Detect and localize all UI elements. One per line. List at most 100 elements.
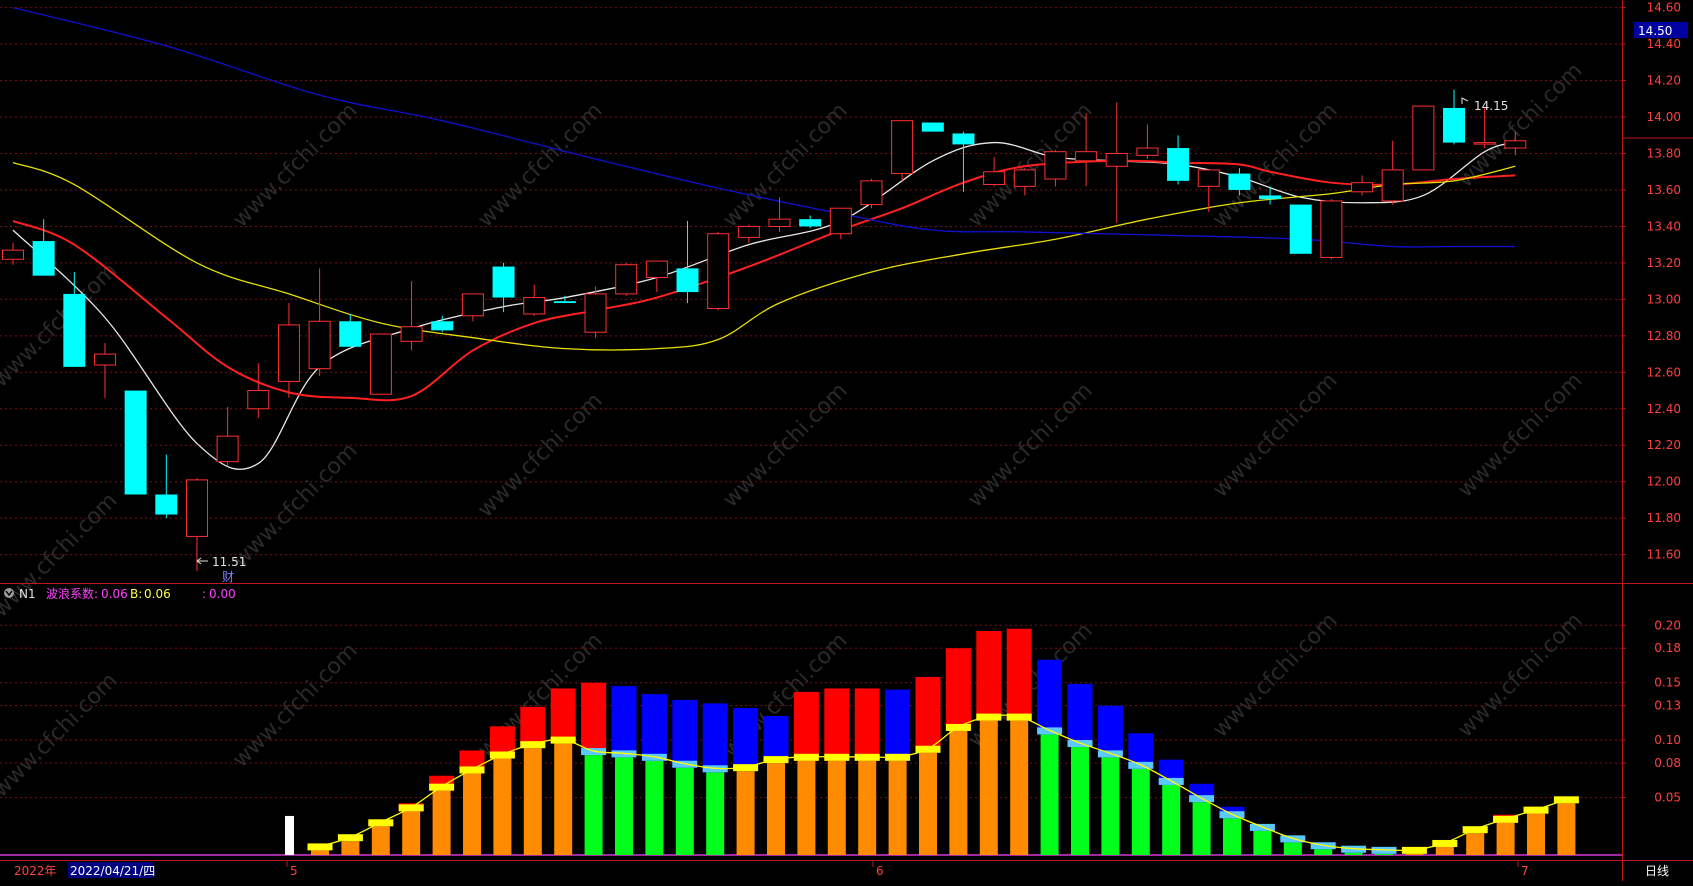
moving-average-line: [12, 162, 1516, 351]
candlestick[interactable]: [1351, 175, 1374, 196]
indicator-bar[interactable]: [702, 703, 728, 855]
indicator-bar[interactable]: [307, 843, 333, 855]
time-axis[interactable]: 2022年 2022/04/21/四 5 6 7 日线: [14, 861, 1669, 878]
indicator-bar[interactable]: [915, 676, 941, 855]
candlestick[interactable]: [277, 303, 300, 398]
period-label[interactable]: 日线: [1645, 864, 1669, 878]
indicator-bar[interactable]: [1097, 705, 1123, 855]
indicator-bar[interactable]: [1493, 814, 1519, 855]
candlestick[interactable]: [768, 197, 791, 232]
candlestick[interactable]: [1105, 102, 1128, 223]
indicator-bar[interactable]: [581, 682, 607, 855]
candlestick[interactable]: [737, 224, 760, 243]
time-axis-label[interactable]: 2022年: [14, 864, 57, 878]
candlestick[interactable]: [1136, 124, 1159, 159]
candlestick[interactable]: [983, 157, 1006, 187]
candlestick[interactable]: [93, 343, 116, 398]
indicator-bar[interactable]: [885, 689, 911, 855]
candlestick[interactable]: [431, 315, 454, 333]
time-axis-label[interactable]: 6: [876, 864, 884, 878]
indicator-bar[interactable]: [1249, 823, 1275, 855]
candlestick[interactable]: [369, 333, 392, 395]
candlestick[interactable]: [1473, 107, 1496, 149]
candlestick[interactable]: [461, 293, 484, 322]
candlestick[interactable]: [2, 242, 24, 265]
indicator-bar[interactable]: [1371, 846, 1397, 855]
indicator-bar[interactable]: [945, 648, 971, 855]
candlestick[interactable]: [707, 231, 730, 311]
indicator-bar[interactable]: [1189, 783, 1215, 855]
candlestick[interactable]: [63, 272, 86, 367]
indicator-bar[interactable]: [1128, 733, 1154, 855]
candlestick[interactable]: [124, 390, 147, 495]
indicator-bar[interactable]: [1006, 628, 1032, 855]
indicator-bar[interactable]: [489, 726, 515, 855]
candlestick[interactable]: [1320, 199, 1343, 260]
candlestick[interactable]: [1443, 89, 1466, 145]
indicator-bar[interactable]: [1067, 683, 1093, 855]
indicator-bar[interactable]: [793, 691, 819, 855]
indicator-bar[interactable]: [520, 706, 546, 855]
candlestick[interactable]: [829, 207, 852, 240]
indicator-bar[interactable]: [1432, 839, 1458, 855]
candlestick[interactable]: [155, 454, 178, 519]
candlestick[interactable]: [1013, 168, 1036, 196]
indicator-bar[interactable]: [398, 803, 424, 855]
price-panel[interactable]: [2, 7, 1527, 572]
candlestick[interactable]: [952, 131, 975, 192]
candlestick[interactable]: [1167, 135, 1190, 185]
indicator-bar[interactable]: [550, 688, 576, 855]
candlestick[interactable]: [921, 122, 944, 132]
candlestick[interactable]: [1044, 149, 1067, 187]
candlestick[interactable]: [645, 260, 668, 293]
candlestick[interactable]: [400, 281, 423, 351]
candlestick[interactable]: [216, 406, 239, 466]
indicator-bar[interactable]: [824, 688, 850, 855]
candlestick[interactable]: [1412, 105, 1435, 171]
candlestick[interactable]: [1504, 131, 1527, 156]
indicator-bar[interactable]: [459, 750, 485, 855]
candlestick[interactable]: [308, 268, 331, 376]
indicator-bar[interactable]: [854, 688, 880, 855]
indicator-bar[interactable]: [672, 699, 698, 855]
indicator-bar[interactable]: [611, 686, 637, 855]
candlestick[interactable]: [32, 219, 55, 276]
indicator-bar[interactable]: [733, 707, 759, 855]
candlestick[interactable]: [185, 478, 208, 572]
candlestick[interactable]: [615, 262, 638, 296]
candlestick[interactable]: [492, 262, 515, 313]
indicator-bar[interactable]: [1462, 826, 1488, 855]
indicator-panel[interactable]: [0, 628, 1622, 856]
time-axis-label[interactable]: 5: [290, 864, 298, 878]
candlestick[interactable]: [1381, 140, 1404, 205]
candlestick[interactable]: [799, 215, 822, 229]
candle-body-up: [1105, 153, 1128, 167]
candlestick[interactable]: [1289, 204, 1312, 254]
candlestick[interactable]: [339, 313, 362, 347]
indicator-bar[interactable]: [1523, 806, 1549, 855]
candlestick[interactable]: [247, 363, 270, 418]
indicator-bar[interactable]: [976, 631, 1002, 855]
candlestick[interactable]: [860, 179, 883, 209]
candlestick[interactable]: [1075, 113, 1098, 187]
candlestick[interactable]: [523, 284, 546, 316]
indicator-bar[interactable]: [1553, 796, 1579, 855]
indicator-bar[interactable]: [641, 694, 667, 855]
time-axis-label[interactable]: 7: [1521, 864, 1529, 878]
indicator-bar[interactable]: [1158, 759, 1184, 855]
candlestick[interactable]: [553, 295, 576, 304]
indicator-bar[interactable]: [763, 716, 789, 855]
candlestick[interactable]: [1259, 186, 1282, 205]
indicator-bar[interactable]: [368, 819, 394, 855]
indicator-bar[interactable]: [1037, 659, 1063, 855]
indicator-legend[interactable]: N1 波浪系数: 0.06 B: 0.06 : 0.00: [4, 586, 236, 601]
candlestick[interactable]: [891, 120, 914, 181]
candlestick[interactable]: [676, 220, 699, 304]
candlestick[interactable]: [1228, 168, 1251, 196]
indicator-bar[interactable]: [429, 775, 455, 855]
candlestick[interactable]: [584, 286, 607, 338]
candlestick[interactable]: [1197, 169, 1220, 212]
indicator-menu-icon[interactable]: [4, 588, 14, 598]
indicator-bar[interactable]: [1341, 845, 1367, 855]
